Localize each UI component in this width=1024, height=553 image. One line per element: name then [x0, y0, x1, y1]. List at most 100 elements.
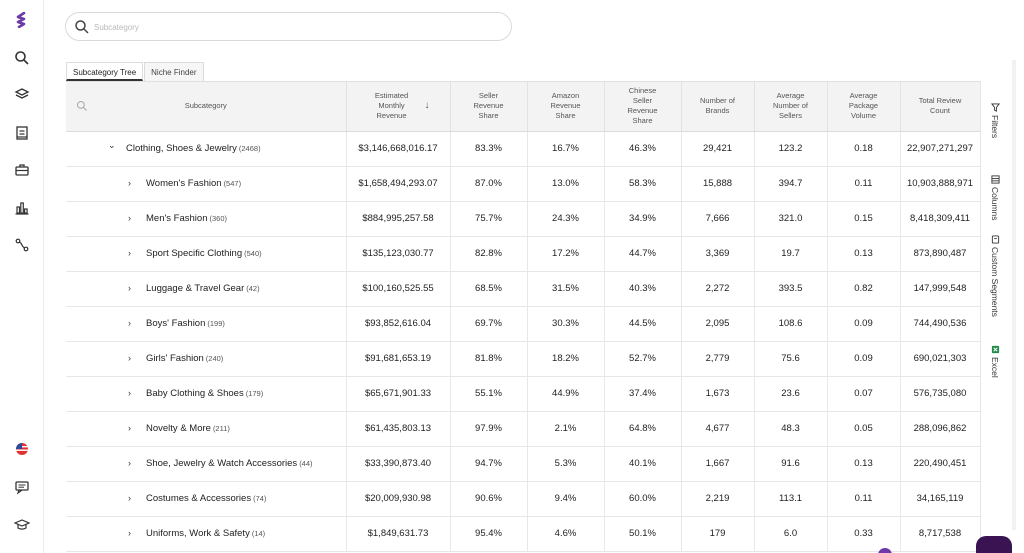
subcategory-cell[interactable]: › Baby Clothing & Shoes (179) [66, 376, 347, 412]
package-volume-cell: 0.18 [827, 131, 901, 167]
header-brands[interactable]: Number of Brands [681, 82, 755, 132]
table-row[interactable]: › Baby Clothing & Shoes (179) $65,671,901.3… [66, 376, 980, 412]
header-label: Average Number of Sellers [772, 91, 808, 121]
subcategory-count: (42) [246, 284, 260, 293]
chevron-down-icon[interactable]: ⌄ [108, 140, 116, 150]
chevron-right-icon[interactable]: › [128, 213, 131, 223]
search-input[interactable] [94, 17, 494, 37]
avg-sellers-cell: 394.7 [754, 166, 828, 202]
document-icon[interactable] [12, 123, 32, 143]
chat-launcher-button[interactable] [976, 536, 1012, 553]
table-row[interactable]: › Girls' Fashion (240) $91,681,653.19 81.8% 1… [66, 341, 980, 377]
subcategory-cell[interactable]: › Men's Fashion (360) [66, 201, 347, 237]
header-amazon-share[interactable]: Amazon Revenue Share [527, 82, 605, 132]
table-row[interactable]: › Costumes & Accessories (74) $20,009,930.9… [66, 481, 980, 517]
subcategory-cell[interactable]: › Boys' Fashion (199) [66, 306, 347, 342]
chevron-right-icon[interactable]: › [128, 248, 131, 258]
avg-sellers-cell: 113.1 [754, 481, 828, 517]
chevron-right-icon[interactable]: › [128, 283, 131, 293]
header-subcategory[interactable]: Subcategory [66, 82, 347, 132]
tab-subcategory-tree[interactable]: Subcategory Tree [66, 62, 144, 81]
subcategory-count: (540) [244, 249, 262, 258]
subcategory-count: (360) [209, 214, 227, 223]
subcategory-search-bar[interactable] [65, 12, 512, 41]
subcategory-cell[interactable]: › Novelty & More (211) [66, 411, 347, 447]
subcategory-cell[interactable]: › Shoe, Jewelry & Watch Accessories (44) [66, 446, 347, 482]
tab-niche-finder[interactable]: Niche Finder [144, 62, 204, 81]
avg-sellers-cell: 91.6 [754, 446, 828, 482]
header-package-volume[interactable]: Average Package Volume [827, 82, 901, 132]
chevron-right-icon[interactable]: › [128, 493, 131, 503]
table-row[interactable]: › Novelty & More (211) $61,435,803.13 97.9% 2… [66, 411, 980, 447]
subcategory-table: Subcategory Estimated Monthly Revenue ↓ … [66, 81, 980, 553]
table-row[interactable]: › Sport Specific Clothing (540) $135,123,03… [66, 236, 980, 272]
subcategory-cell[interactable]: ⌄ Clothing, Shoes & Jewelry (2468) [66, 131, 347, 167]
table-row[interactable]: › Uniforms, Work & Safety (14) $1,849,631.7… [66, 516, 980, 552]
sort-down-icon[interactable]: ↓ [424, 100, 430, 112]
us-flag-icon[interactable] [12, 439, 32, 459]
table-row[interactable]: › Shoe, Jewelry & Watch Accessories (44) $3… [66, 446, 980, 482]
subcategory-count: (179) [245, 389, 264, 398]
table-row[interactable]: › Men's Fashion (360) $884,995,257.58 75.7% 2… [66, 201, 980, 237]
custom-segments-tab[interactable]: Custom Segments [985, 235, 1005, 317]
amazon-share-cell: 16.7% [527, 131, 605, 167]
chevron-right-icon[interactable]: › [128, 353, 131, 363]
subcategory-cell[interactable]: › Women's Fashion (547) [66, 166, 347, 202]
search-icon[interactable] [12, 48, 32, 68]
chinese-share-cell: 40.1% [604, 446, 682, 482]
header-avg-sellers[interactable]: Average Number of Sellers [754, 82, 828, 132]
amazon-share-cell: 18.2% [527, 341, 605, 377]
package-volume-cell: 0.09 [827, 306, 901, 342]
subcategory-name: Girls' Fashion [146, 353, 204, 364]
chat-icon[interactable] [12, 477, 32, 497]
review-count-cell: 744,490,536 [900, 306, 980, 342]
chevron-right-icon[interactable]: › [128, 388, 131, 398]
review-count-cell: 220,490,451 [900, 446, 980, 482]
layers-icon[interactable] [12, 85, 32, 105]
avg-sellers-cell: 48.3 [754, 411, 828, 447]
header-revenue[interactable]: Estimated Monthly Revenue ↓ [346, 82, 451, 132]
package-volume-cell: 0.33 [827, 516, 901, 552]
seller-share-cell: 82.8% [450, 236, 528, 272]
header-review-count[interactable]: Total Review Count [900, 82, 980, 132]
excel-icon [991, 345, 999, 354]
subcategory-count: (44) [299, 459, 313, 468]
excel-tab[interactable]: Excel [985, 345, 1005, 378]
notification-dot[interactable] [878, 548, 892, 553]
graduation-cap-icon[interactable] [12, 515, 32, 535]
briefcase-icon[interactable] [12, 160, 32, 180]
subcategory-cell[interactable]: › Luggage & Travel Gear (42) [66, 271, 347, 307]
table-header-row: Subcategory Estimated Monthly Revenue ↓ … [66, 82, 980, 132]
bar-chart-icon[interactable] [12, 198, 32, 218]
package-volume-cell: 0.15 [827, 201, 901, 237]
amazon-share-cell: 24.3% [527, 201, 605, 237]
chevron-right-icon[interactable]: › [128, 458, 131, 468]
chevron-right-icon[interactable]: › [128, 528, 131, 538]
review-count-cell: 34,165,119 [900, 481, 980, 517]
header-seller-share[interactable]: Seller Revenue Share [450, 82, 528, 132]
table-row[interactable]: › Women's Fashion (547) $1,658,494,293.07 87… [66, 166, 980, 202]
chevron-right-icon[interactable]: › [128, 318, 131, 328]
filters-label: Filters [990, 115, 1000, 139]
chevron-right-icon[interactable]: › [128, 423, 131, 433]
column-search-icon[interactable] [76, 100, 88, 112]
columns-tab[interactable]: Columns [985, 175, 1005, 221]
brands-cell: 7,666 [681, 201, 755, 237]
chevron-right-icon[interactable]: › [128, 178, 131, 188]
page-scrollbar[interactable] [1012, 60, 1016, 530]
subcategory-cell[interactable]: › Sport Specific Clothing (540) [66, 236, 347, 272]
brands-cell: 1,667 [681, 446, 755, 482]
header-chinese-share[interactable]: Chinese Seller Revenue Share [604, 82, 682, 132]
subcategory-cell[interactable]: › Costumes & Accessories (74) [66, 481, 347, 517]
table-row-parent[interactable]: ⌄ Clothing, Shoes & Jewelry (2468) $3,146,6… [66, 131, 980, 167]
avg-sellers-cell: 6.0 [754, 516, 828, 552]
subcategory-cell[interactable]: › Uniforms, Work & Safety (14) [66, 516, 347, 552]
filters-tab[interactable]: Filters [985, 103, 1005, 138]
table-row[interactable]: › Boys' Fashion (199) $93,852,616.04 69.7% 30… [66, 306, 980, 342]
subcategory-cell[interactable]: › Girls' Fashion (240) [66, 341, 347, 377]
route-icon[interactable] [12, 235, 32, 255]
logo-icon[interactable] [12, 10, 32, 30]
brands-cell: 2,779 [681, 341, 755, 377]
table-row[interactable]: › Luggage & Travel Gear (42) $100,160,525.5… [66, 271, 980, 307]
chinese-share-cell: 46.3% [604, 131, 682, 167]
